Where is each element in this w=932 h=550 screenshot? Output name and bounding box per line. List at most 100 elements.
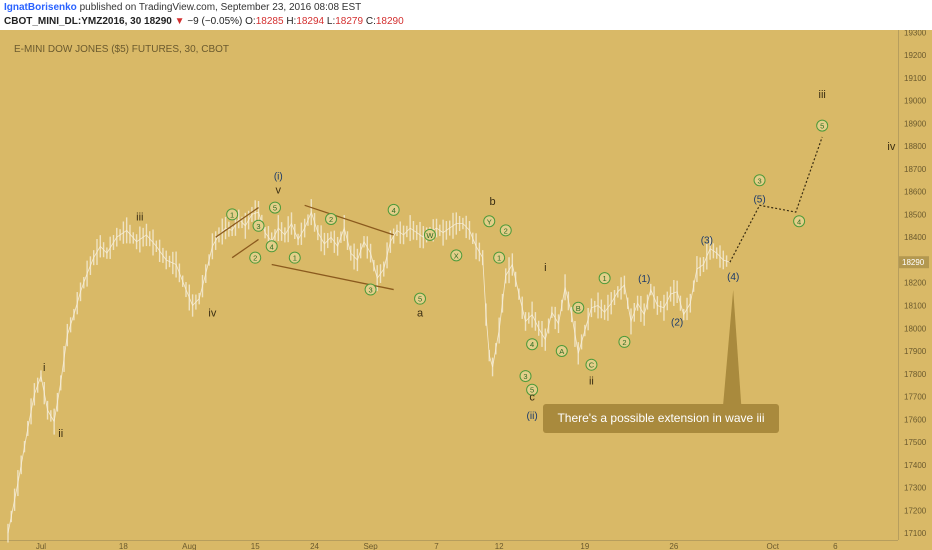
callout-pointer [723, 290, 741, 404]
wave-circle-label: 4 [530, 340, 534, 349]
wave-label: iii [136, 212, 143, 224]
chart-title: E-MINI DOW JONES ($5) FUTURES, 30, CBOT [14, 44, 229, 55]
wave-label: (ii) [527, 411, 538, 422]
y-tick-label: 17300 [904, 484, 927, 493]
wave-circle-label: 2 [253, 254, 257, 263]
chart-header: IgnatBorisenko published on TradingView.… [0, 0, 932, 30]
y-tick-label: 17700 [904, 393, 927, 402]
wave-circle-label: 2 [504, 226, 508, 235]
last-price: 18290 [144, 16, 172, 27]
y-tick-label: 19100 [904, 74, 927, 83]
x-tick-label: 15 [251, 542, 260, 550]
wave-circle-label: A [559, 347, 564, 356]
wave-label: (2) [671, 317, 683, 328]
wave-circle-label: 5 [418, 295, 422, 304]
y-tick-label: 17500 [904, 438, 927, 447]
y-tick-label: 18400 [904, 233, 927, 242]
wave-circle-label: 1 [497, 254, 501, 263]
annotation-callout: There's a possible extension in wave iii [543, 404, 779, 433]
wave-label: a [417, 307, 424, 319]
x-tick-label: 19 [580, 542, 589, 550]
wave-label: iv [887, 141, 895, 153]
wave-circle-label: 2 [622, 338, 626, 347]
y-tick-label: 17900 [904, 347, 927, 356]
close-label: C: [366, 16, 376, 27]
y-tick-label: 18000 [904, 324, 927, 333]
wave-label: (1) [638, 274, 650, 285]
wave-circle-label: Y [487, 217, 492, 226]
y-tick-label: 17400 [904, 461, 927, 470]
wave-circle-label: 2 [329, 215, 333, 224]
x-tick-label: Oct [767, 542, 780, 550]
x-tick-label: Aug [182, 542, 196, 550]
symbol-text: CBOT_MINI_DL:YMZ2016, 30 [4, 16, 141, 27]
wave-label: ii [58, 428, 63, 440]
x-tick-label: 6 [833, 542, 838, 550]
x-tick-label: 12 [495, 542, 504, 550]
y-tick-label: 18800 [904, 142, 927, 151]
wave-circle-label: 1 [230, 210, 234, 219]
wave-label: iii [819, 89, 826, 101]
y-tick-label: 18200 [904, 279, 927, 288]
wave-circle-label: B [576, 304, 581, 313]
wave-circle-label: 3 [369, 286, 373, 295]
x-tick-label: Jul [36, 542, 46, 550]
high-label: H: [286, 16, 296, 27]
y-tick-label: 17800 [904, 370, 927, 379]
wave-label: ii [589, 376, 594, 388]
wave-label: (i) [274, 172, 283, 183]
open-label: O: [245, 16, 256, 27]
wave-label: (5) [753, 194, 765, 205]
wave-label: iv [208, 307, 216, 319]
trendline [272, 265, 394, 290]
wave-circle-label: 1 [293, 254, 297, 263]
projection-path [730, 137, 822, 262]
price-chart[interactable]: E-MINI DOW JONES ($5) FUTURES, 30, CBOT 1… [0, 30, 932, 550]
y-tick-label: 18700 [904, 165, 927, 174]
low-value: 18279 [335, 16, 363, 27]
wave-label: i [544, 262, 546, 274]
wave-label: v [276, 184, 282, 196]
wave-circle-label: 5 [273, 204, 277, 213]
y-tick-label: 17600 [904, 415, 927, 424]
wave-circle-label: 1 [603, 274, 607, 283]
y-tick-label: 17100 [904, 529, 927, 538]
price-line [8, 212, 730, 533]
wave-circle-label: 4 [392, 206, 396, 215]
x-tick-label: Sep [363, 542, 378, 550]
change-text: −9 (−0.05%) [187, 16, 242, 27]
y-tick-label: 19300 [904, 30, 927, 37]
close-value: 18290 [376, 16, 404, 27]
wave-label: (4) [727, 272, 739, 283]
last-price-tag-label: 18290 [902, 258, 925, 267]
wave-label: b [489, 196, 495, 208]
y-tick-label: 19200 [904, 51, 927, 60]
x-tick-label: 18 [119, 542, 128, 550]
down-arrow-icon: ▼ [175, 16, 185, 27]
symbol-line: CBOT_MINI_DL:YMZ2016, 30 18290 ▼ −9 (−0.… [4, 16, 404, 27]
wave-circle-label: 3 [757, 176, 761, 185]
wave-label: (3) [701, 235, 713, 246]
wave-circle-label: 5 [820, 122, 824, 131]
y-tick-label: 19000 [904, 97, 927, 106]
wave-circle-label: 3 [256, 222, 260, 231]
published-text: published on TradingView.com, September … [80, 2, 362, 13]
open-value: 18285 [256, 16, 284, 27]
x-tick-label: 7 [434, 542, 439, 550]
wave-label: c [529, 392, 535, 404]
y-tick-label: 18600 [904, 188, 927, 197]
wave-circle-label: W [426, 231, 434, 240]
wave-circle-label: 4 [270, 242, 274, 251]
x-tick-label: 24 [310, 542, 319, 550]
author-link[interactable]: IgnatBorisenko [4, 2, 77, 13]
wave-circle-label: 3 [523, 372, 527, 381]
y-tick-label: 18100 [904, 301, 927, 310]
wave-label: i [43, 362, 45, 374]
wave-circle-label: C [589, 361, 595, 370]
publish-line: IgnatBorisenko published on TradingView.… [4, 2, 361, 13]
wave-circle-label: 4 [797, 217, 801, 226]
y-tick-label: 18500 [904, 210, 927, 219]
y-tick-label: 17200 [904, 506, 927, 515]
high-value: 18294 [296, 16, 324, 27]
x-tick-label: 26 [669, 542, 678, 550]
